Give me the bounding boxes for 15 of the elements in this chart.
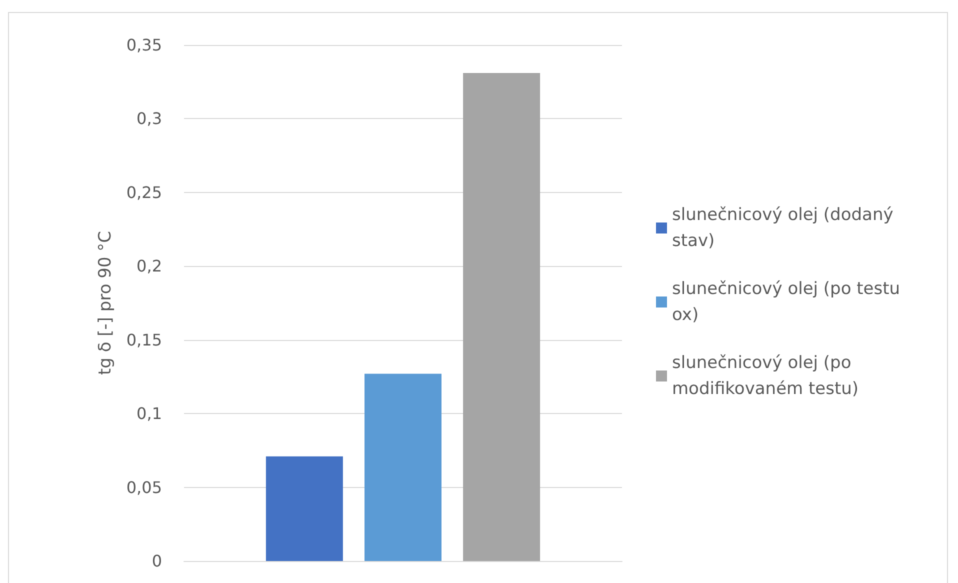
bar (364, 374, 442, 561)
y-axis-title: tg δ [-] pro 90 °C (96, 230, 116, 376)
legend-label: slunečnicový olej (dodaný stav) (672, 205, 899, 251)
y-tick-label: 0,35 (126, 36, 162, 54)
y-tick-label: 0 (152, 552, 162, 570)
legend-label: slunečnicový olej (po testu ox) (672, 279, 906, 325)
legend-label: slunečnicový olej (po modifikovaném testu) (672, 353, 859, 399)
y-tick-label: 0,15 (126, 330, 162, 350)
bar (266, 456, 343, 561)
y-tick-label: 0,1 (136, 404, 162, 424)
bar (463, 73, 540, 561)
y-tick-label: 0,25 (126, 182, 162, 202)
y-tick-label: 0,2 (136, 256, 162, 276)
y-tick-label: 0,3 (136, 109, 162, 128)
y-tick-label: 0,05 (126, 478, 162, 497)
